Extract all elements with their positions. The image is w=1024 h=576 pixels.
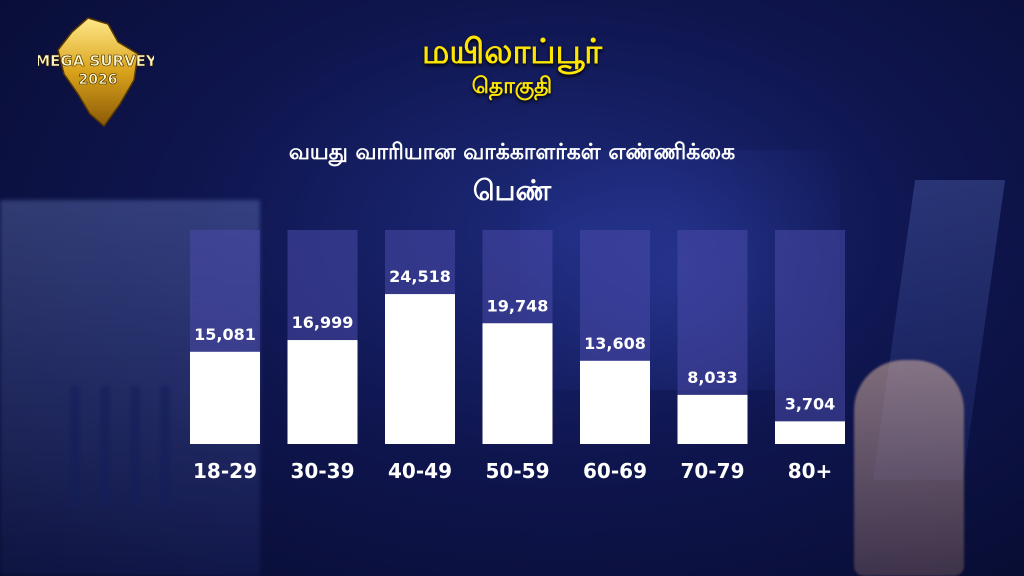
value-label-18-29: 15,081 — [194, 325, 256, 344]
bar-18-29 — [190, 351, 260, 444]
value-label-30-39: 16,999 — [292, 313, 354, 332]
mega-survey-logo: MEGA SURVEY 2026 — [38, 17, 154, 128]
chart-title: வயது வாரியான வாக்காளர்கள் எண்ணிக்கை — [288, 140, 736, 165]
logo-text-line2: 2026 — [79, 72, 118, 88]
bar-60-69 — [580, 360, 650, 444]
category-label-40-49: 40-49 — [388, 459, 452, 483]
value-label-50-59: 19,748 — [487, 296, 549, 315]
bar-40-49 — [385, 294, 455, 444]
bar-50-59 — [482, 323, 553, 444]
logo-text-line1: MEGA SURVEY — [38, 52, 154, 70]
category-label-50-59: 50-59 — [486, 459, 550, 483]
constituency-title: மயிலாப்பூர் — [421, 32, 603, 72]
category-label-70-79: 70-79 — [681, 459, 745, 483]
category-label-30-39: 30-39 — [291, 459, 355, 483]
bar-track-80+ — [775, 230, 845, 444]
value-label-80+: 3,704 — [785, 394, 836, 413]
category-label-18-29: 18-29 — [193, 459, 257, 483]
value-label-40-49: 24,518 — [389, 267, 451, 286]
category-label-60-69: 60-69 — [583, 459, 647, 483]
voting-hand-image — [854, 360, 964, 576]
value-label-60-69: 13,608 — [584, 334, 646, 353]
constituency-subtitle: தொகுதி — [471, 74, 553, 99]
category-label-80+: 80+ — [788, 459, 833, 483]
bar-80+ — [775, 421, 845, 444]
bar-30-39 — [287, 340, 358, 444]
value-label-70-79: 8,033 — [687, 368, 738, 387]
bar-70-79 — [677, 394, 748, 444]
chart-subtitle: பெண் — [472, 174, 552, 207]
